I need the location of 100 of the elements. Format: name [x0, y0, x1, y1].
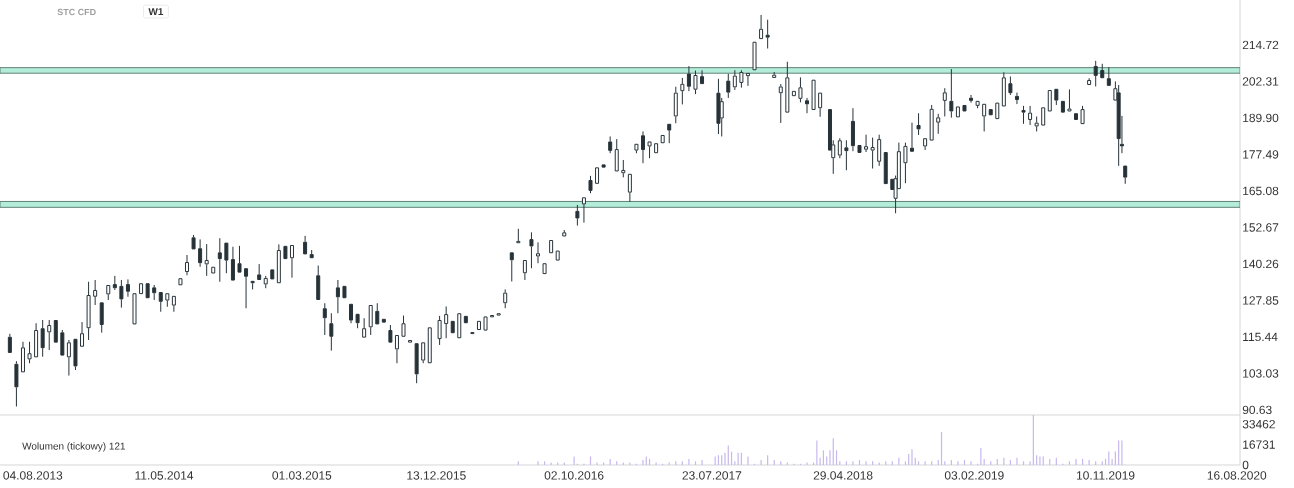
candlestick: [217, 237, 222, 283]
candlestick: [237, 245, 242, 273]
candlestick: [962, 104, 967, 112]
candlestick: [909, 122, 914, 152]
candlestick: [916, 112, 921, 136]
candlestick: [686, 65, 691, 92]
candlestick: [362, 317, 367, 338]
candlestick: [752, 41, 757, 71]
candlestick: [53, 319, 58, 343]
candlestick: [785, 61, 790, 113]
candlestick: [483, 316, 488, 331]
candlestick: [739, 69, 744, 89]
x-tick-label: 10.11.2019: [1076, 471, 1135, 480]
candlestick: [470, 332, 475, 335]
y-tick-label: 152.67: [1243, 223, 1279, 232]
candlestick: [1047, 89, 1052, 112]
candlestick: [40, 319, 45, 358]
candlestick: [805, 97, 810, 114]
x-tick-label: 03.02.2019: [944, 471, 1004, 480]
candlestick: [66, 339, 71, 377]
candlestick: [595, 167, 600, 184]
candlestick: [463, 315, 468, 324]
candlestick: [34, 322, 39, 358]
candlestick: [99, 302, 104, 334]
candlestick: [368, 304, 373, 336]
candlestick: [355, 313, 360, 329]
candlestick: [1116, 84, 1121, 167]
y-tick-label: 127.85: [1243, 296, 1279, 305]
candlestick: [949, 68, 954, 119]
candlestick: [1014, 92, 1019, 105]
candlestick: [230, 246, 235, 281]
candlestick: [283, 245, 288, 260]
candlestick: [211, 266, 216, 274]
y-tick-label: 115.44: [1243, 332, 1278, 342]
candlestick: [811, 79, 816, 110]
candlestick: [349, 303, 354, 324]
x-tick-label: 04.08.2013: [3, 471, 63, 480]
candlestick: [381, 318, 386, 323]
x-tick-label: 01.03.2015: [272, 471, 332, 480]
candlestick: [73, 338, 78, 371]
candlestick: [60, 329, 65, 356]
candlestick: [772, 71, 777, 78]
candlestick: [1106, 66, 1111, 86]
candlestick: [1054, 88, 1059, 106]
candlestick: [1067, 88, 1072, 112]
candlestick: [982, 103, 987, 132]
candlestick: [778, 83, 783, 124]
candlestick: [27, 341, 32, 364]
candlestick: [640, 130, 645, 164]
annotation: Wolumen (tickowy) 121: [22, 442, 126, 452]
candlestick: [929, 104, 934, 141]
candlestick: [732, 69, 737, 91]
candlestick: [647, 141, 652, 159]
candlestick: [250, 280, 255, 290]
x-tick-label: 23.07.2017: [682, 471, 742, 480]
candlestick: [204, 243, 209, 277]
candlestick: [1074, 113, 1079, 120]
candlestick: [1123, 165, 1128, 185]
x-tick-label: 11.05.2014: [135, 471, 194, 480]
annotation: W1: [148, 8, 164, 16]
y-tick-label: 189.90: [1243, 113, 1279, 123]
candlestick: [555, 250, 560, 261]
candlestick: [726, 73, 731, 99]
candlestick: [444, 305, 449, 339]
candlestick: [549, 239, 554, 254]
candlestick: [765, 19, 770, 50]
candlestick: [171, 295, 176, 313]
candlestick: [857, 144, 862, 153]
y-tick-label: 33462: [1242, 419, 1275, 429]
candlestick: [394, 334, 399, 364]
candlestick: [158, 292, 163, 313]
candlestick: [575, 204, 580, 227]
candlestick: [942, 87, 947, 117]
candlestick: [1080, 105, 1085, 125]
candlestick: [125, 278, 130, 298]
candlestick: [700, 69, 705, 85]
candlestick: [309, 249, 314, 259]
candlestick: [414, 343, 419, 384]
x-tick-label: 13.12.2015: [407, 471, 466, 480]
candlestick: [621, 159, 626, 178]
candlestick: [224, 242, 229, 274]
candlestick: [1060, 100, 1065, 113]
candlestick: [7, 333, 12, 353]
candlestick: [608, 135, 613, 154]
candlestick: [536, 241, 541, 264]
candlestick: [673, 86, 678, 124]
candlestick: [476, 320, 481, 330]
candlestick: [20, 341, 25, 373]
candlestick: [1008, 75, 1013, 96]
y-tick-label: 140.26: [1243, 259, 1279, 269]
y-tick-label: 165.08: [1243, 186, 1279, 196]
candlestick: [627, 173, 632, 203]
candlestick: [870, 137, 875, 170]
candlestick: [601, 164, 606, 168]
candlestick: [322, 302, 327, 336]
candlestick: [955, 106, 960, 118]
candlestick: [995, 102, 1000, 120]
candlestick: [1028, 105, 1033, 126]
candlestick: [818, 92, 823, 118]
candlestick: [408, 339, 413, 343]
